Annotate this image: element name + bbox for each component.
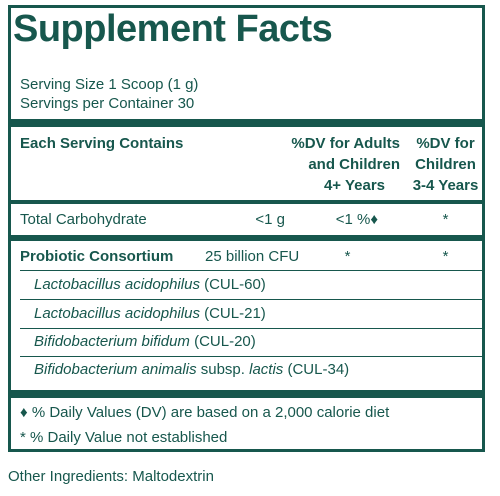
strain-variety: lactis [249,361,284,378]
row-amount: 25 billion CFU [205,248,300,265]
row-divider [20,328,485,329]
strain-item: Bifidobacterium bifidum (CUL-20) [34,333,256,351]
strain-item: Lactobacillus acidophilus (CUL-21) [34,305,266,323]
strain-subsp: subsp. [200,361,245,378]
header-dv-children-line3: 3-4 Years [412,177,479,194]
strain-species: Lactobacillus acidophilus [34,276,200,293]
strain-species: Bifidobacterium animalis [34,361,197,378]
other-ingredients: Other Ingredients: Maltodextrin [8,468,214,485]
strain-item: Lactobacillus acidophilus (CUL-60) [34,276,266,294]
row-name: Probiotic Consortium [20,248,174,265]
supplement-facts-panel [8,5,485,452]
strain-species: Lactobacillus acidophilus [34,305,200,322]
row-divider [20,299,485,300]
strain-code: (CUL-60) [204,276,266,293]
panel-title: Supplement Facts [13,8,333,50]
section-divider [8,235,485,241]
row-divider [20,270,485,271]
bottom-divider [8,390,485,398]
header-divider [8,200,485,204]
row-name: Total Carbohydrate [20,211,147,228]
header-dv-children-line2: Children [415,156,476,173]
serving-size: Serving Size 1 Scoop (1 g) [20,76,199,93]
row-dv-children: * [442,248,449,265]
footnote-dv: ♦ % Daily Values (DV) are based on a 2,0… [20,404,390,421]
footnote-not-established: * % Daily Value not established [20,429,228,446]
row-amount: <1 g [255,211,285,228]
row-dv-adults: * [344,248,351,265]
strain-code: (CUL-20) [194,333,256,350]
strain-code: (CUL-21) [204,305,266,322]
row-dv-adults: <1 %♦ [335,211,378,228]
header-dv-adults-line3: 4+ Years [323,177,385,194]
header-dv-children-line1: %DV for [416,135,475,152]
row-dv-children: * [442,211,449,228]
strain-species: Bifidobacterium bifidum [34,333,190,350]
strain-item: Bifidobacterium animalis subsp. lactis (… [34,361,349,379]
thick-divider [8,119,485,127]
header-dv-adults-line1: %DV for Adults [291,135,400,152]
row-divider [20,356,485,357]
header-dv-adults-line2: and Children [308,156,400,173]
strain-code: (CUL-34) [287,361,350,378]
servings-per-container: Servings per Container 30 [20,95,195,112]
header-each-serving: Each Serving Contains [20,135,184,152]
